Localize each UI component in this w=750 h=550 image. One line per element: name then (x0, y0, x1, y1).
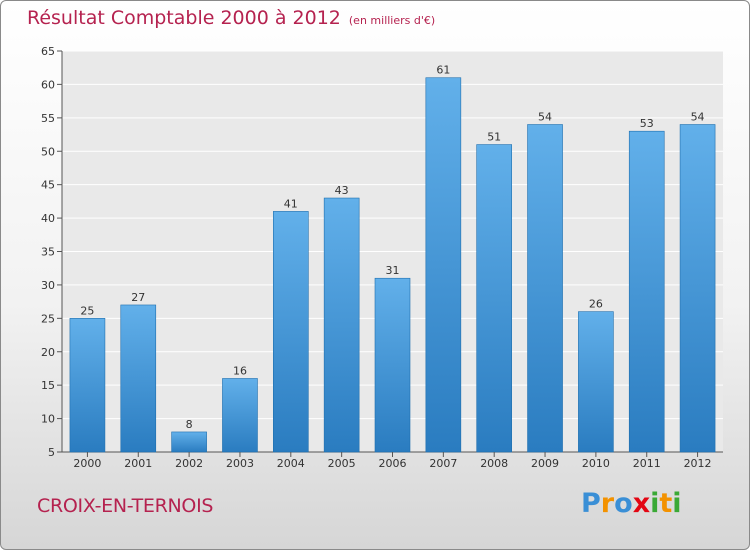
bar (69, 318, 106, 453)
x-tick-label: 2002 (175, 457, 203, 470)
x-tick-label: 2010 (582, 457, 610, 470)
x-tick-label: 2012 (684, 457, 712, 470)
bar (273, 211, 309, 453)
logo-letter: P (581, 488, 601, 519)
bar-value-label: 43 (335, 184, 349, 197)
bar-value-label: 54 (538, 111, 552, 124)
y-tick-label: 5 (48, 446, 55, 459)
bar-value-label: 41 (284, 197, 298, 210)
y-tick-label: 25 (41, 312, 55, 325)
bar (425, 77, 462, 453)
y-tick-label: 60 (41, 78, 55, 91)
bar-value-label: 31 (386, 264, 400, 277)
bar (120, 304, 157, 453)
x-tick-label: 2000 (73, 457, 101, 470)
y-tick-label: 10 (41, 413, 55, 426)
chart-subtitle: (en milliers d'€) (348, 14, 436, 27)
town-name: CROIX-EN-TERNOIS (37, 495, 214, 517)
proxiti-logo: Proxiti (581, 488, 682, 519)
logo-letter: i (672, 488, 682, 519)
bar (222, 378, 258, 453)
x-tick-label: 2005 (328, 457, 356, 470)
y-tick-label: 65 (41, 45, 55, 58)
y-tick-label: 15 (41, 379, 55, 392)
y-tick-label: 50 (41, 145, 55, 158)
x-tick-label: 2007 (429, 457, 457, 470)
chart-title-block: Résultat Comptable 2000 à 2012 (en millie… (27, 7, 435, 29)
x-tick-label: 2011 (633, 457, 661, 470)
chart-title: Résultat Comptable 2000 à 2012 (27, 7, 341, 29)
bar (628, 130, 665, 453)
bar-value-label: 27 (131, 291, 145, 304)
y-tick-label: 30 (41, 279, 55, 292)
bar (476, 144, 512, 453)
logo-letter: r (600, 488, 615, 519)
bar-value-label: 54 (691, 111, 705, 124)
bar (679, 124, 716, 453)
bar-value-label: 61 (436, 64, 450, 77)
logo-letter: t (659, 488, 673, 519)
x-tick-label: 2009 (531, 457, 559, 470)
x-tick-label: 2006 (379, 457, 407, 470)
y-tick-label: 40 (41, 212, 55, 225)
y-tick-label: 45 (41, 179, 55, 192)
bar-value-label: 16 (233, 364, 247, 377)
bar (171, 431, 207, 453)
logo-letter: i (650, 488, 660, 519)
x-tick-label: 2008 (480, 457, 508, 470)
bar-value-label: 51 (487, 131, 501, 144)
bar (323, 197, 360, 453)
bar (374, 277, 411, 453)
y-tick-label: 20 (41, 346, 55, 359)
x-tick-label: 2001 (124, 457, 152, 470)
logo-letter: o (614, 488, 633, 519)
bar (578, 311, 614, 453)
bar-value-label: 26 (589, 298, 603, 311)
y-tick-label: 35 (41, 246, 55, 259)
bar (527, 124, 563, 453)
x-tick-label: 2004 (277, 457, 305, 470)
bar-value-label: 25 (80, 304, 94, 317)
bar-value-label: 53 (640, 117, 654, 130)
logo-letter: x (632, 488, 651, 519)
x-tick-label: 2003 (226, 457, 254, 470)
bar-value-label: 8 (186, 418, 193, 431)
y-tick-label: 55 (41, 112, 55, 125)
